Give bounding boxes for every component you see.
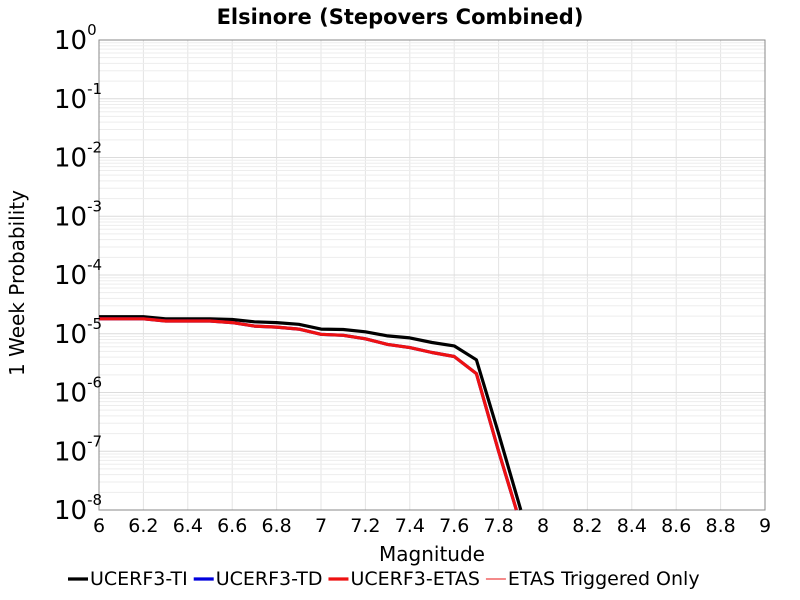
x-tick-label: 7.8 (483, 515, 513, 537)
y-tick-label: 10-2 (54, 139, 102, 174)
series-line-ucerf3-etas (99, 317, 518, 511)
x-tick-label: 6 (93, 515, 105, 537)
x-tick-label: 8.6 (661, 515, 691, 537)
x-tick-label: 6.6 (217, 515, 247, 537)
x-tick-labels: 6 6.2 6.4 6.6 6.8 7 7.2 7.4 7.6 7.8 8 8.2 8.4 8.6 8.8 9 (93, 515, 771, 537)
x-tick-label: 7.6 (439, 515, 469, 537)
y-tick-label: 10-4 (54, 256, 102, 291)
y-tick-base: 10 (54, 26, 87, 56)
y-tick-exponent: -4 (87, 256, 102, 274)
x-tick-label: 8 (537, 515, 549, 537)
y-tick-exponent: -7 (87, 432, 102, 450)
y-tick-base: 10 (54, 261, 87, 291)
x-tick-label: 8.4 (617, 515, 647, 537)
y-tick-label: 10-1 (54, 80, 102, 115)
x-tick-label: 6.4 (173, 515, 203, 537)
legend-label-ucerf3-etas: UCERF3-ETAS (350, 568, 479, 590)
y-tick-exponent: -6 (87, 374, 102, 392)
legend-label-ucerf3-ti: UCERF3-TI (90, 568, 188, 590)
y-tick-exponent: -1 (87, 80, 102, 98)
y-tick-base: 10 (54, 144, 87, 174)
series-line-ucerf3-ti (99, 315, 523, 511)
y-tick-base: 10 (54, 437, 87, 467)
chart-title: Elsinore (Stepovers Combined) (217, 5, 584, 29)
x-tick-label: 8.2 (572, 515, 602, 537)
x-tick-label: 7.4 (395, 515, 425, 537)
y-tick-base: 10 (54, 320, 87, 350)
y-tick-label: 10-7 (54, 432, 102, 467)
y-tick-base: 10 (54, 202, 87, 232)
x-tick-label: 7 (315, 515, 327, 537)
legend-label-etas-triggered-only: ETAS Triggered Only (508, 568, 700, 590)
y-axis-label: 1 Week Probability (5, 190, 29, 376)
y-tick-label: 100 (54, 21, 97, 56)
x-tick-label: 6.2 (128, 515, 158, 537)
y-tick-label: 10-6 (54, 374, 102, 409)
legend-label-ucerf3-td: UCERF3-TD (216, 568, 323, 590)
y-tick-label: 10-5 (54, 315, 102, 350)
y-tick-base: 10 (54, 496, 87, 526)
x-tick-label: 6.8 (261, 515, 291, 537)
y-tick-exponent: -5 (87, 315, 102, 333)
series-lines (99, 315, 523, 511)
y-tick-exponent: 0 (87, 21, 97, 39)
y-tick-exponent: -2 (87, 139, 102, 157)
y-tick-label: 10-8 (54, 491, 102, 526)
y-tick-exponent: -8 (87, 491, 102, 509)
y-tick-label: 10-3 (54, 197, 102, 232)
x-tick-label: 7.2 (350, 515, 380, 537)
y-tick-base: 10 (54, 85, 87, 115)
x-tick-label: 8.8 (705, 515, 735, 537)
y-tick-base: 10 (54, 379, 87, 409)
y-tick-exponent: -3 (87, 197, 102, 215)
plot-area (98, 39, 766, 511)
x-tick-label: 9 (759, 515, 771, 537)
grid (99, 40, 765, 510)
x-axis-label: Magnitude (379, 542, 485, 566)
legend: UCERF3-TI UCERF3-TD UCERF3-ETAS ETAS Trigge… (68, 568, 700, 590)
